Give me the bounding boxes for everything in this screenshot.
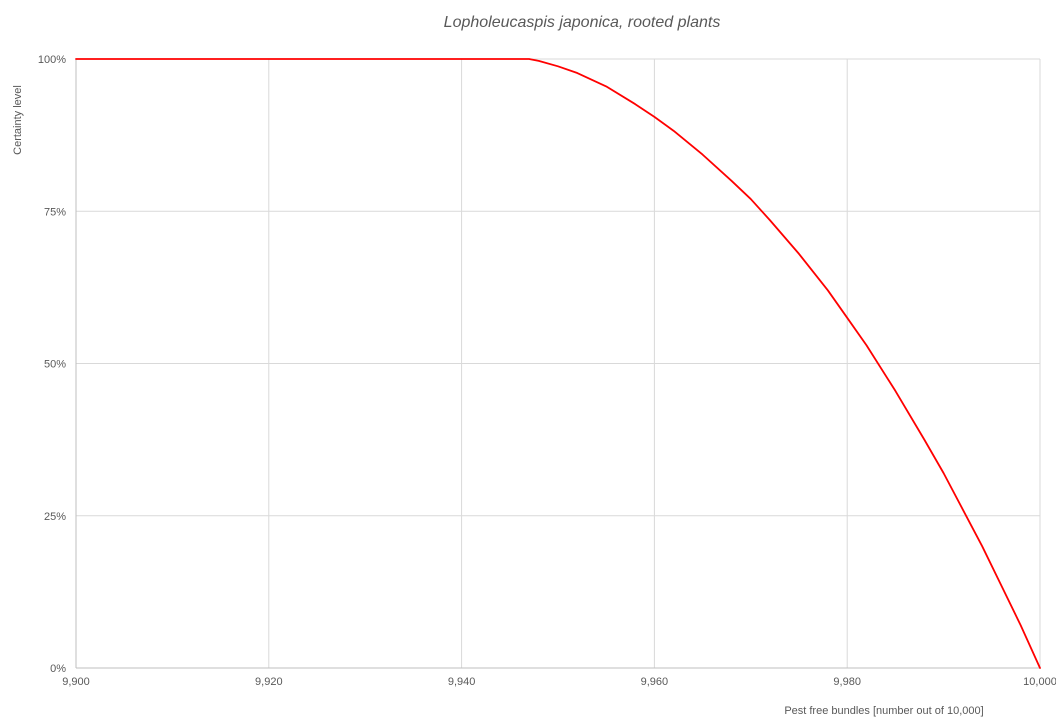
- y-tick-label: 75%: [44, 206, 66, 218]
- y-tick-label: 100%: [38, 54, 66, 66]
- certainty-curve-line: [75, 58, 1041, 669]
- x-tick-label: 10,000: [1023, 676, 1056, 688]
- y-tick-label: 0%: [50, 663, 66, 675]
- x-tick-label: 9,940: [448, 676, 476, 688]
- x-tick-label: 9,960: [641, 676, 669, 688]
- x-axis-label: Pest free bundles [number out of 10,000]: [784, 705, 983, 717]
- y-tick-label: 50%: [44, 359, 66, 371]
- y-tick-label: 25%: [44, 511, 66, 523]
- y-axis-label: Certainty level: [12, 85, 24, 155]
- x-tick-label: 9,920: [255, 676, 283, 688]
- series-layer: [75, 58, 1041, 669]
- chart-title: Lopholeucaspis japonica, rooted plants: [444, 14, 721, 31]
- x-tick-label: 9,900: [62, 676, 90, 688]
- axes: [75, 59, 1040, 669]
- x-tick-label: 9,980: [833, 676, 861, 688]
- gridlines: [76, 58, 1041, 668]
- x-axis-ticks: 9,900 9,920 9,940 9,960 9,980 10,000: [62, 676, 1056, 688]
- y-axis-ticks: 0% 25% 50% 75% 100%: [38, 54, 66, 675]
